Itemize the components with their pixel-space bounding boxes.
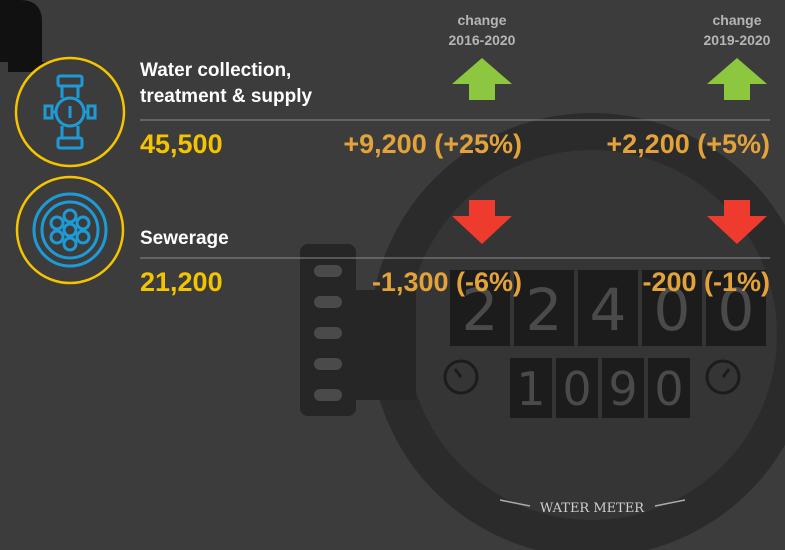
- meter-subdigit: 0: [562, 362, 591, 416]
- column-period: 2016-2020: [449, 32, 516, 48]
- meter-digit: 2: [526, 276, 563, 344]
- infographic: 2 2 4 0 0 1 0 9 0 WATER METER change 201…: [0, 0, 785, 550]
- meter-subdigit: 1: [516, 362, 545, 416]
- meter-subdigit: 0: [654, 362, 683, 416]
- meter-subdigit: 9: [608, 362, 637, 416]
- meter-neck: [356, 290, 416, 400]
- column-period: 2019-2020: [704, 32, 771, 48]
- row-change: -1,300 (-6%): [372, 267, 522, 297]
- column-header: change: [457, 12, 506, 28]
- row-label: Water collection,: [140, 60, 291, 81]
- row-label: Sewerage: [140, 228, 229, 249]
- pipe: [0, 0, 42, 62]
- meter-label: WATER METER: [540, 501, 645, 516]
- row-change: +9,200 (+25%): [343, 129, 522, 159]
- row-change: +2,200 (+5%): [606, 129, 770, 159]
- row-value: 45,500: [140, 129, 223, 159]
- row-label: treatment & supply: [140, 86, 313, 107]
- page: 2 2 4 0 0 1 0 9 0 WATER METER change 201…: [0, 0, 785, 550]
- column-header: change: [712, 12, 761, 28]
- row-change: -200 (-1%): [642, 267, 770, 297]
- row-value: 21,200: [140, 267, 223, 297]
- meter-digit: 4: [590, 276, 627, 344]
